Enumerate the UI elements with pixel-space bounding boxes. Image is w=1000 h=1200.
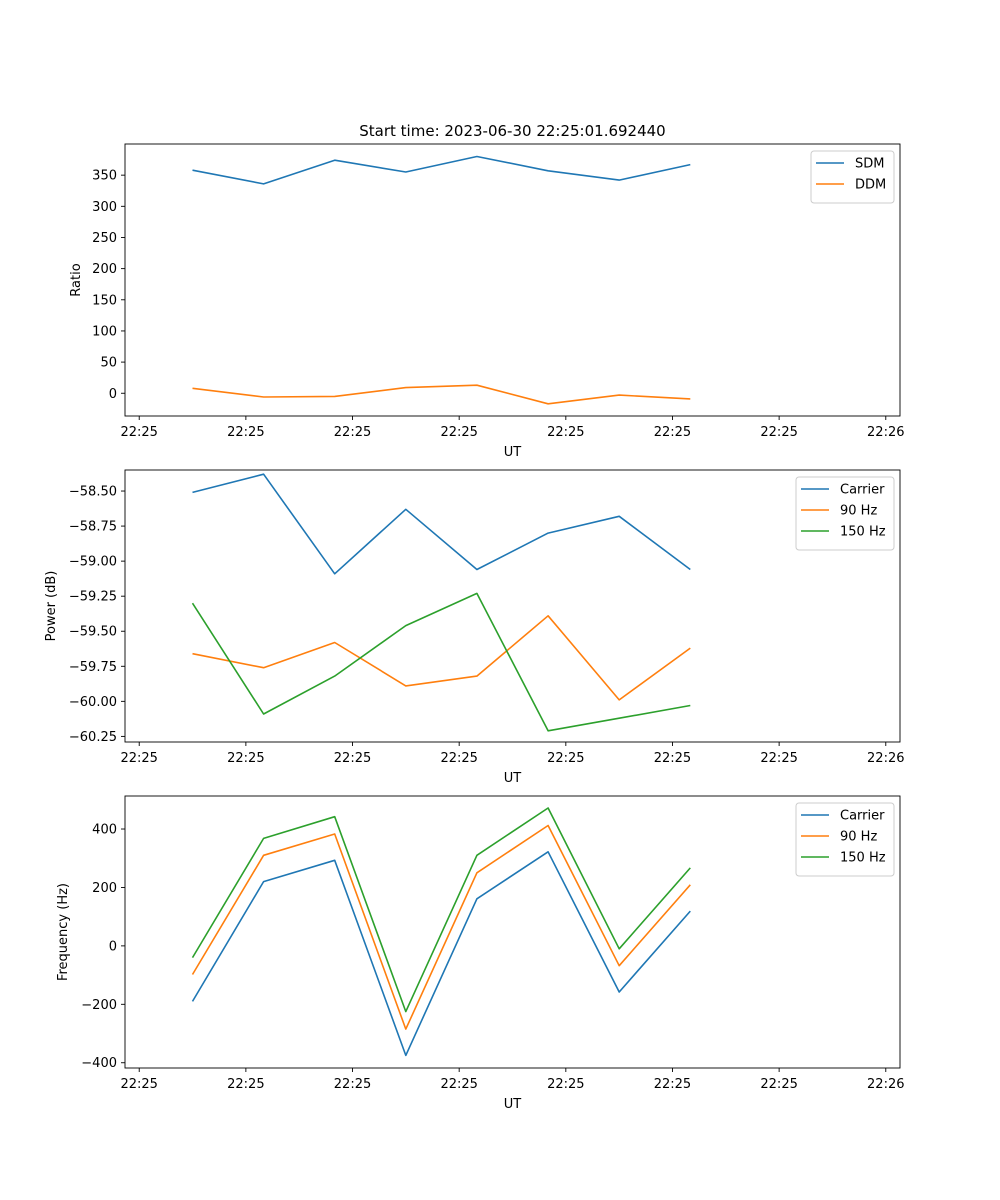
- y-tick-label-2-6: −59.75: [69, 660, 117, 675]
- x-tick-label-2-5: 22:25: [547, 751, 584, 766]
- axes-frame-3: [124, 795, 901, 1069]
- x-tick-label-3-5: 22:25: [547, 1077, 584, 1092]
- y-tick-label-2-7: −60.00: [69, 695, 117, 710]
- legend-label-1-2: DDM: [855, 178, 886, 193]
- legend-3: Carrier 90 Hz 150 Hz: [795, 802, 895, 877]
- y-axis-label-3: Frequency (Hz): [56, 883, 71, 981]
- figure-title: Start time: 2023-06-30 22:25:01.692440: [359, 122, 665, 140]
- chart-panel-3: 22:25 22:25 22:25 22:25 22:25 22:25 22:25 22:26…: [56, 795, 905, 1112]
- x-tick-label-3-3: 22:25: [334, 1077, 371, 1092]
- x-tick-label-3-7: 22:25: [760, 1077, 797, 1092]
- legend-label-3-3: 150 Hz: [840, 851, 886, 866]
- legend-frame-1: [810, 150, 895, 204]
- x-tick-label-1-1: 22:25: [120, 425, 157, 440]
- legend-2: Carrier 90 Hz 150 Hz: [795, 476, 895, 551]
- y-tick-label-3-1: 400: [92, 823, 117, 838]
- x-tick-label-3-8: 22:26: [867, 1077, 904, 1092]
- x-tick-label-1-8: 22:26: [867, 425, 904, 440]
- series-line-3-2: [191, 824, 691, 1030]
- legend-label-2-2: 90 Hz: [840, 504, 877, 519]
- y-tick-label-1-7: 300: [92, 200, 117, 215]
- x-axis-label-1: UT: [504, 445, 522, 460]
- axes-frame-2: [124, 469, 901, 743]
- series-line-2-3: [191, 592, 691, 732]
- x-axis-label-2: UT: [504, 771, 522, 786]
- y-tick-label-3-4: −200: [81, 998, 117, 1013]
- x-tick-label-1-7: 22:25: [760, 425, 797, 440]
- x-tick-label-1-2: 22:25: [227, 425, 264, 440]
- y-tick-label-1-8: 350: [92, 169, 117, 184]
- panels: 22:25 22:25 22:25 22:25 22:25 22:25 22:25 22:26…: [44, 143, 905, 1112]
- x-tick-label-1-3: 22:25: [334, 425, 371, 440]
- legend-label-2-3: 150 Hz: [840, 525, 886, 540]
- series-line-2-2: [192, 614, 691, 701]
- x-axis-label-3: UT: [504, 1097, 522, 1112]
- y-tick-label-1-3: 100: [92, 324, 117, 339]
- chart-panel-2: 22:25 22:25 22:25 22:25 22:25 22:25 22:25 22:26…: [44, 469, 905, 786]
- y-tick-label-2-4: −59.25: [69, 590, 117, 605]
- legend-1: SDM DDM: [810, 150, 895, 204]
- x-tick-label-3-6: 22:25: [654, 1077, 691, 1092]
- y-tick-label-3-5: −400: [81, 1056, 117, 1071]
- axes-frame-1: [124, 143, 901, 417]
- y-tick-label-1-5: 200: [92, 262, 117, 277]
- x-tick-label-2-3: 22:25: [334, 751, 371, 766]
- series-line-3-3: [191, 807, 691, 1013]
- x-tick-label-2-2: 22:25: [227, 751, 264, 766]
- series-line-1-2: [192, 384, 691, 405]
- x-tick-label-2-8: 22:26: [867, 751, 904, 766]
- y-tick-label-2-5: −59.50: [69, 625, 117, 640]
- series-line-2-1: [192, 473, 691, 575]
- legend-label-3-2: 90 Hz: [840, 830, 877, 845]
- legend-label-2-1: Carrier: [840, 483, 885, 498]
- y-tick-label-2-3: −59.00: [69, 555, 117, 570]
- x-tick-label-3-2: 22:25: [227, 1077, 264, 1092]
- y-tick-label-1-2: 50: [100, 356, 117, 371]
- x-tick-label-2-7: 22:25: [760, 751, 797, 766]
- y-tick-label-3-3: 0: [109, 939, 117, 954]
- x-tick-label-1-6: 22:25: [654, 425, 691, 440]
- y-tick-label-2-8: −60.25: [69, 730, 117, 745]
- x-tick-label-3-4: 22:25: [440, 1077, 477, 1092]
- x-tick-label-2-4: 22:25: [440, 751, 477, 766]
- y-axis-label-1: Ratio: [69, 263, 84, 296]
- x-tick-label-1-5: 22:25: [547, 425, 584, 440]
- x-tick-label-3-1: 22:25: [120, 1077, 157, 1092]
- y-tick-label-2-1: −58.50: [69, 485, 117, 500]
- chart-panel-1: 22:25 22:25 22:25 22:25 22:25 22:25 22:25 22:26…: [69, 143, 905, 460]
- series-line-3-1: [191, 850, 691, 1057]
- legend-label-3-1: Carrier: [840, 809, 885, 824]
- legend-label-1-1: SDM: [855, 157, 884, 172]
- series-line-1-1: [192, 155, 691, 185]
- y-axis-label-2: Power (dB): [44, 571, 59, 642]
- x-tick-label-2-6: 22:25: [654, 751, 691, 766]
- y-tick-label-1-6: 250: [92, 231, 117, 246]
- x-tick-label-1-4: 22:25: [440, 425, 477, 440]
- y-tick-label-1-4: 150: [92, 293, 117, 308]
- x-tick-label-2-1: 22:25: [120, 751, 157, 766]
- y-tick-label-2-2: −58.75: [69, 520, 117, 535]
- y-tick-label-3-2: 200: [92, 881, 117, 896]
- y-tick-label-1-1: 0: [109, 387, 117, 402]
